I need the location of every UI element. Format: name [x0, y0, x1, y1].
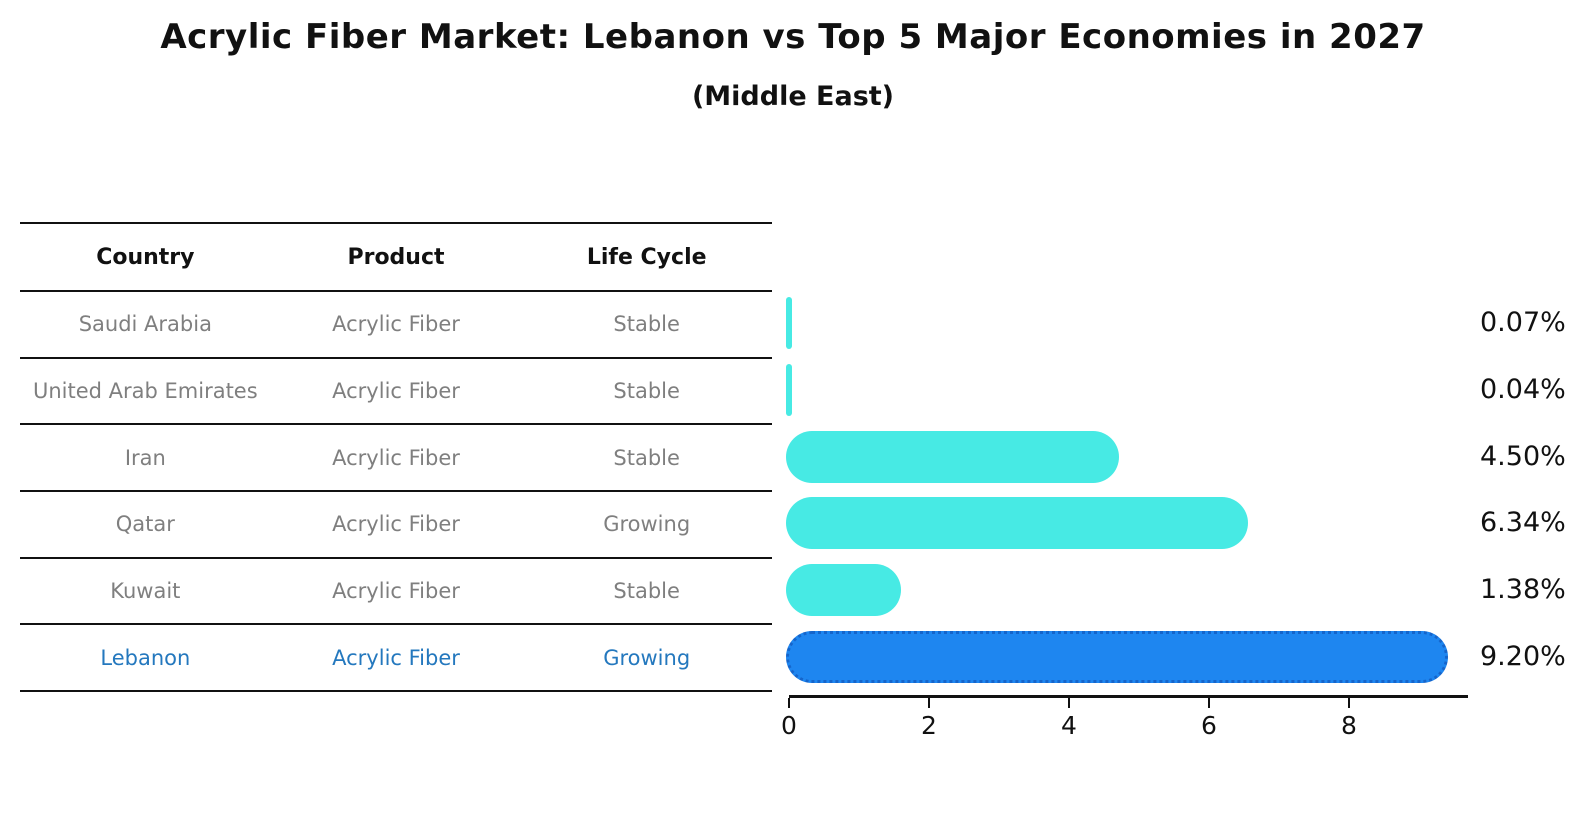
table-cell-lifecycle: Growing: [603, 512, 691, 537]
x-axis-tick-label: 2: [921, 711, 937, 740]
table-cell-lifecycle: Stable: [613, 379, 680, 404]
value-label: 0.04%: [1480, 374, 1566, 406]
table-cell-country: Kuwait: [110, 579, 181, 604]
table-cell-product: Acrylic Fiber: [332, 579, 460, 604]
value-label: 4.50%: [1480, 440, 1566, 472]
bar-qatar: [786, 497, 1248, 550]
x-axis-tick-label: 8: [1341, 711, 1357, 740]
value-label: 9.20%: [1480, 640, 1566, 672]
table-cell-country: United Arab Emirates: [32, 379, 258, 404]
table-cell-lifecycle: Stable: [613, 579, 680, 604]
value-label: 1.38%: [1480, 574, 1566, 606]
value-label: 0.07%: [1480, 307, 1566, 339]
table-row: Kuwait Acrylic Fiber Stable: [20, 559, 772, 626]
table-cell-country: Saudi Arabia: [78, 312, 212, 337]
x-axis-tick: [928, 698, 930, 708]
bar-lebanon: [786, 630, 1448, 683]
table-row: United Arab Emirates Acrylic Fiber Stabl…: [20, 359, 772, 426]
table-cell-lifecycle: Stable: [613, 445, 680, 470]
chart-title: Acrylic Fiber Market: Lebanon vs Top 5 M…: [160, 17, 1426, 57]
table-cell-lifecycle: Growing: [603, 645, 691, 670]
table-cell-lifecycle: Stable: [613, 312, 680, 337]
bar-iran: [786, 430, 1119, 483]
table-cell-product: Acrylic Fiber: [332, 512, 460, 537]
table-row-lebanon: Lebanon Acrylic Fiber Growing: [20, 625, 772, 693]
x-axis-tick-label: 4: [1061, 711, 1077, 740]
bar-saudi-arabia: [786, 297, 792, 350]
x-axis: [789, 695, 1468, 698]
chart-subtitle: (Middle East): [691, 81, 895, 112]
x-axis-tick: [1348, 698, 1350, 708]
table-row: Iran Acrylic Fiber Stable: [20, 425, 772, 493]
table-cell-product: Acrylic Fiber: [332, 645, 460, 670]
table-header-country: Country: [96, 244, 195, 270]
table-cell-country: Lebanon: [100, 645, 191, 670]
x-axis-tick-label: 6: [1201, 711, 1217, 740]
x-axis-tick-label: 0: [781, 711, 797, 740]
table-cell-product: Acrylic Fiber: [332, 445, 460, 470]
table-row: Saudi Arabia Acrylic Fiber Stable: [20, 292, 772, 359]
table-row: Qatar Acrylic Fiber Growing: [20, 492, 772, 559]
table-cell-product: Acrylic Fiber: [332, 379, 460, 404]
table-header-product: Product: [347, 244, 445, 270]
bar-kuwait: [786, 564, 901, 617]
x-axis-tick: [788, 698, 790, 708]
x-axis-tick: [1068, 698, 1070, 708]
value-label: 6.34%: [1480, 507, 1566, 539]
table-cell-product: Acrylic Fiber: [332, 312, 460, 337]
x-axis-tick: [1208, 698, 1210, 708]
bar-united-arab-emirates: [786, 364, 792, 417]
table-cell-country: Qatar: [115, 512, 175, 537]
table-header-lifecycle: Life Cycle: [586, 244, 707, 270]
table-header-row: Country Product Life Cycle: [20, 224, 772, 292]
country-table: Country Product Life Cycle Saudi Arabia …: [20, 222, 772, 693]
table-cell-country: Iran: [124, 445, 166, 470]
